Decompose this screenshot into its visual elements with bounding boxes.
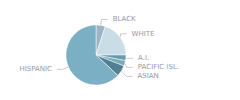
svg-text:ASIAN: ASIAN — [137, 72, 158, 80]
svg-text:A.I.: A.I. — [138, 54, 149, 62]
svg-text:WHITE: WHITE — [132, 30, 155, 38]
svg-text:HISPANIC: HISPANIC — [19, 65, 52, 73]
svg-text:PACIFIC ISL.: PACIFIC ISL. — [138, 63, 179, 71]
svg-text:BLACK: BLACK — [113, 15, 136, 23]
